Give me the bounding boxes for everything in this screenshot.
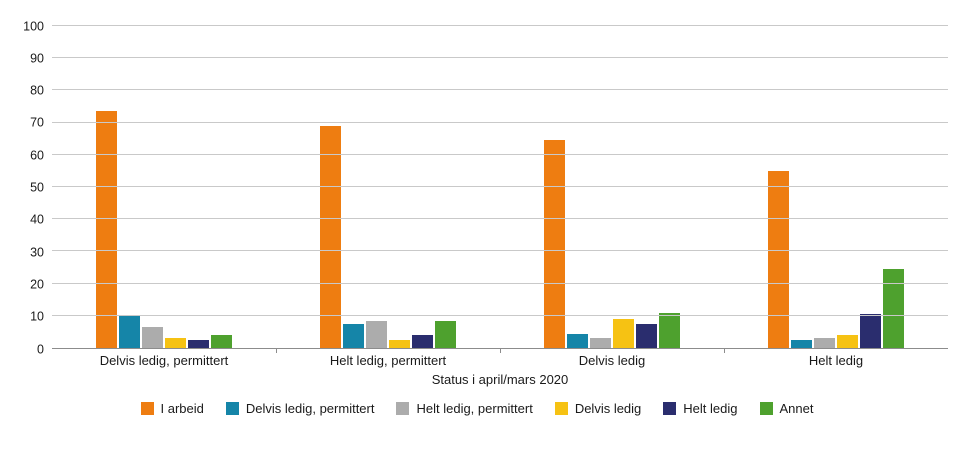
- y-axis: 0 10 20 30 40 50 60 70 80 90 100: [6, 20, 52, 355]
- legend-label: Annet: [779, 401, 814, 416]
- plot-row: 0 10 20 30 40 50 60 70 80 90 100: [6, 20, 948, 355]
- legend: I arbeid Delvis ledig, permittert Helt led…: [6, 401, 948, 416]
- gridline: [52, 121, 948, 123]
- legend-label: I arbeid: [160, 401, 204, 416]
- y-tick-label: 30: [30, 244, 44, 259]
- bar: [613, 319, 634, 348]
- y-tick-label: 50: [30, 180, 44, 195]
- x-category-label: Helt ledig: [808, 353, 864, 368]
- bar: [791, 339, 812, 348]
- legend-item: Delvis ledig, permittert: [225, 401, 375, 416]
- bar-groups: [52, 26, 948, 348]
- bar: [883, 269, 904, 348]
- bar: [343, 323, 364, 348]
- legend-item: Helt ledig, permittert: [396, 401, 533, 416]
- bar: [389, 339, 410, 348]
- bar: [366, 320, 387, 348]
- bar: [837, 335, 858, 348]
- x-tick-mark: [500, 348, 501, 353]
- bar-group: [276, 26, 500, 348]
- y-tick-label: 70: [30, 115, 44, 130]
- legend-swatch: [663, 402, 677, 415]
- x-category-label: Helt ledig, permittert: [329, 353, 447, 368]
- gridline: [52, 282, 948, 284]
- x-category-label: Delvis ledig, permittert: [99, 353, 229, 368]
- gridline: [52, 314, 948, 316]
- x-tick-mark: [276, 348, 277, 353]
- bar-group: [500, 26, 724, 348]
- bar: [435, 320, 456, 348]
- x-tick-mark: [724, 348, 725, 353]
- gridline: [52, 57, 948, 59]
- legend-item: Helt ledig: [663, 401, 738, 416]
- bar: [860, 314, 881, 348]
- legend-item: Delvis ledig: [554, 401, 642, 416]
- gridline: [52, 153, 948, 155]
- y-tick-label: 90: [30, 51, 44, 66]
- x-axis-title: Status i april/mars 2020: [431, 372, 569, 387]
- bar-group: [52, 26, 276, 348]
- legend-label: Helt ledig, permittert: [416, 401, 533, 416]
- bar: [590, 338, 611, 348]
- legend-swatch: [396, 402, 410, 415]
- y-tick-label: 40: [30, 212, 44, 227]
- gridline: [52, 218, 948, 220]
- gridline: [52, 25, 948, 26]
- bar: [636, 323, 657, 348]
- bar: [412, 335, 433, 348]
- bar: [188, 339, 209, 348]
- gridline: [52, 250, 948, 252]
- bar: [567, 333, 588, 348]
- y-tick-label: 20: [30, 277, 44, 292]
- gridline: [52, 89, 948, 91]
- gridline: [52, 186, 948, 187]
- legend-label: Delvis ledig, permittert: [245, 401, 375, 416]
- bar-group: [724, 26, 948, 348]
- bar: [320, 125, 341, 348]
- bar: [814, 338, 835, 348]
- bar: [211, 335, 232, 348]
- bar: [96, 111, 117, 348]
- legend-swatch: [225, 402, 239, 415]
- plot-area: [52, 25, 948, 353]
- x-category-label: Delvis ledig: [578, 353, 646, 368]
- bar: [165, 338, 186, 348]
- y-tick-label: 80: [30, 83, 44, 98]
- legend-swatch: [554, 402, 568, 415]
- legend-label: Helt ledig: [683, 401, 738, 416]
- legend-swatch: [140, 402, 154, 415]
- x-axis-categories: Delvis ledig, permittert Helt ledig, perm…: [52, 353, 948, 368]
- y-tick-label: 60: [30, 147, 44, 162]
- legend-swatch: [759, 402, 773, 415]
- bar: [659, 312, 680, 348]
- bar: [142, 327, 163, 348]
- y-tick-label: 0: [37, 341, 44, 356]
- legend-item: I arbeid: [140, 401, 204, 416]
- bar: [768, 170, 789, 348]
- legend-label: Delvis ledig: [574, 401, 642, 416]
- bar: [544, 140, 565, 348]
- bar: [119, 315, 140, 348]
- legend-item: Annet: [759, 401, 814, 416]
- y-tick-label: 100: [23, 18, 44, 33]
- y-tick-label: 10: [30, 309, 44, 324]
